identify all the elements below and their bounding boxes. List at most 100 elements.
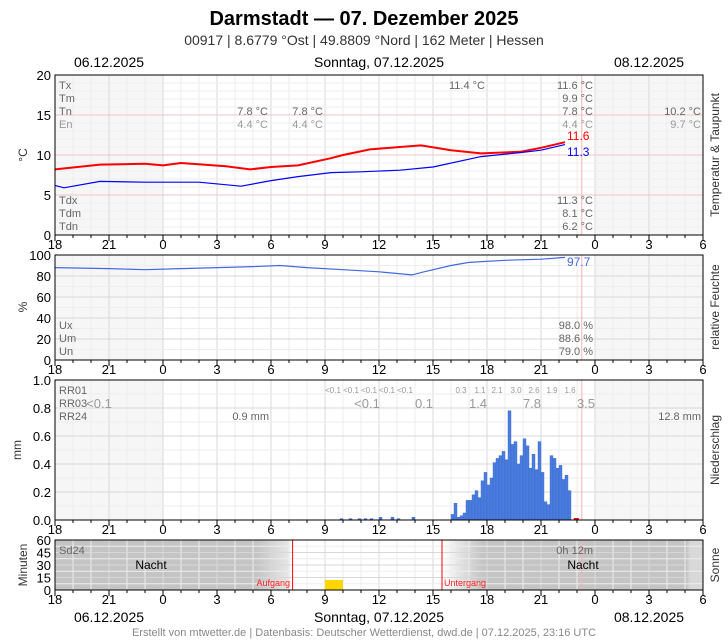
- y-tick-label: 0.2: [33, 485, 51, 500]
- y-tick-label: 0: [44, 353, 51, 368]
- humidity-last-value: 97.7: [567, 255, 591, 269]
- x-tick-label: 9: [321, 237, 328, 252]
- precipitation-bar: [522, 438, 527, 521]
- date-left-top: 06.12.2025: [74, 54, 144, 70]
- x-tick-label: 0: [591, 362, 598, 377]
- y-tick-label: 40: [37, 311, 51, 326]
- precipitation-bar: [477, 497, 482, 521]
- x-tick-label: 12: [372, 592, 386, 607]
- tx-value: 11.4 °C: [449, 80, 485, 92]
- rr01-value: <0.1: [325, 386, 341, 395]
- x-tick-label: 3: [213, 592, 220, 607]
- precipitation-bar: [474, 490, 479, 521]
- x-tick-label: 3: [645, 522, 652, 537]
- temperature-last-value: 11.6: [567, 129, 590, 143]
- x-tick-label: 0: [159, 592, 166, 607]
- precipitation-bar: [495, 458, 500, 521]
- y-tick-label: 20: [37, 332, 51, 347]
- humidity-stats: Ux Um Un 98.0 % 88.6 % 79.0 %: [59, 320, 593, 358]
- x-tick-label: 21: [102, 362, 116, 377]
- x-tick-label: 15: [426, 522, 440, 537]
- x-tick-label: 21: [534, 237, 548, 252]
- x-tick-label: 0: [591, 522, 598, 537]
- x-tick-label: 9: [321, 362, 328, 377]
- station-info: 00917 | 8.6779 °Ost | 49.8809 °Nord | 16…: [184, 32, 544, 48]
- x-tick-label: 12: [372, 237, 386, 252]
- tn-value: 7.8 °C: [292, 106, 323, 118]
- precipitation-bar: [561, 479, 566, 521]
- tdx-value: 11.3 °C: [557, 195, 593, 207]
- x-tick-label: 12: [372, 362, 386, 377]
- sun-panel-title: Sonne: [708, 547, 722, 582]
- x-tick-label: 9: [321, 592, 328, 607]
- precipitation-bar: [498, 455, 503, 521]
- rr03-value: 3.5: [577, 396, 595, 411]
- precipitation-bar: [510, 444, 515, 521]
- x-tick-label: 3: [645, 237, 652, 252]
- tm-value: 9.9 °C: [562, 93, 593, 105]
- series-line-taupunkt: [54, 144, 566, 189]
- missing-data-marker: [573, 518, 579, 520]
- x-tick-label: 18: [480, 362, 494, 377]
- tx-label: Tx: [59, 80, 72, 92]
- footer-credits: Erstellt von mtwetter.de | Datenbasis: D…: [132, 627, 596, 639]
- rr24-value: 12.8 mm: [658, 411, 701, 423]
- rr01-value: 1.9: [546, 386, 558, 395]
- x-tick-label: 0: [159, 237, 166, 252]
- night-label: Nacht: [135, 558, 167, 572]
- date-right-bottom: 08.12.2025: [614, 609, 684, 625]
- y-tick-label: 15: [37, 108, 51, 123]
- y-tick-label: 1.0: [33, 373, 51, 388]
- tn-value: 7.8 °C: [562, 106, 593, 118]
- tdx-label: Tdx: [59, 195, 78, 207]
- precipitation-bar: [486, 484, 491, 521]
- ux-label: Ux: [59, 320, 73, 332]
- rr01-value: 2.1: [491, 386, 503, 395]
- precipitation-bar: [519, 455, 524, 521]
- rr03-value: 0.1: [415, 396, 433, 411]
- x-tick-label: 6: [267, 362, 274, 377]
- x-tick-label: 21: [102, 237, 116, 252]
- precipitation-bar: [489, 477, 494, 521]
- x-tick-label: 18: [480, 522, 494, 537]
- plot-frame: [54, 254, 704, 361]
- plot-frame: [54, 539, 704, 591]
- rr01-value: 1.6: [564, 386, 576, 395]
- precipitation-unit: mm: [10, 440, 24, 460]
- precipitation-bar: [471, 494, 476, 521]
- date-center-top: Sonntag, 07.12.2025: [314, 54, 444, 70]
- y-tick-label: 60: [37, 290, 51, 305]
- en-value: 4.4 °C: [237, 119, 268, 131]
- humidity-panel-title: relative Feuchte: [708, 264, 722, 350]
- tdn-label: Tdn: [59, 221, 78, 233]
- rr01-value: <0.1: [397, 386, 413, 395]
- precipitation-bar: [534, 469, 539, 521]
- tn-value: 10.2 °C: [664, 106, 701, 118]
- precipitation-bar: [564, 475, 569, 521]
- x-tick-label: 15: [426, 362, 440, 377]
- x-tick-label: 9: [321, 522, 328, 537]
- x-tick-label: 18: [48, 522, 62, 537]
- rr01-label: RR01: [59, 385, 87, 397]
- x-tick-label: 18: [48, 362, 62, 377]
- precipitation-bar: [528, 468, 533, 521]
- y-tick-label: 0: [44, 583, 51, 598]
- y-tick-label: 0.4: [33, 457, 51, 472]
- sunset-label: Untergang: [444, 578, 486, 588]
- y-tick-label: 80: [37, 269, 51, 284]
- precipitation-bar: [543, 501, 548, 521]
- precipitation-bar: [525, 445, 530, 521]
- tn-value: 7.8 °C: [237, 106, 268, 118]
- humidity-unit: %: [16, 301, 30, 312]
- x-tick-label: 3: [213, 522, 220, 537]
- precipitation-bar: [549, 455, 554, 521]
- rr01-value: 3.0: [510, 386, 522, 395]
- x-tick-label: 15: [426, 592, 440, 607]
- rr03-label: RR03: [59, 398, 87, 410]
- x-tick-label: 21: [102, 592, 116, 607]
- un-label: Un: [59, 346, 73, 358]
- x-tick-label: 18: [48, 237, 62, 252]
- x-tick-label: 6: [699, 237, 706, 252]
- rr01-value: 0.3: [455, 386, 467, 395]
